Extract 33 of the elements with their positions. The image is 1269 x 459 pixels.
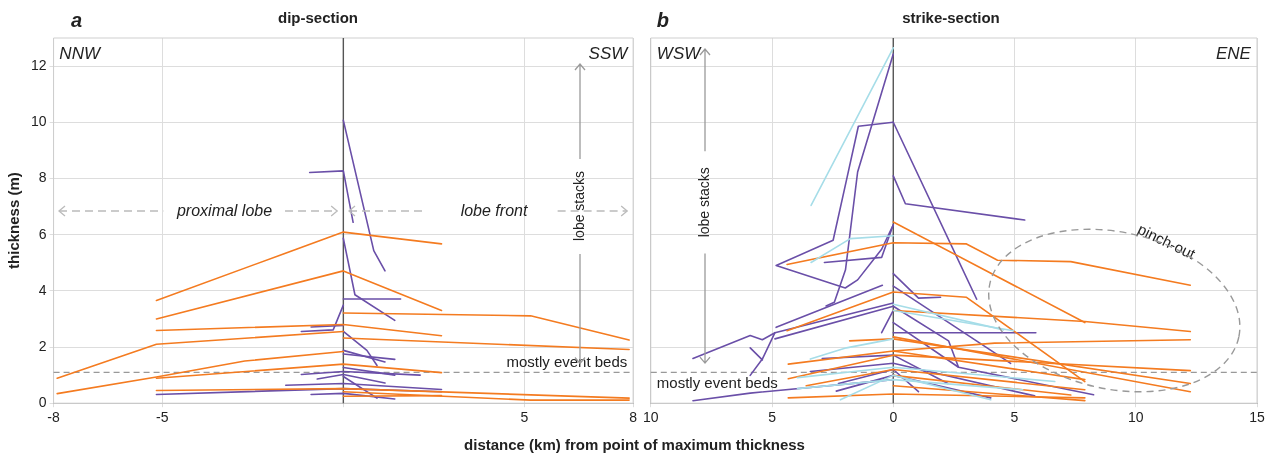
y-tick-label: 8 xyxy=(38,169,47,186)
annotation: lobe stacks xyxy=(570,170,587,242)
annotation: ENE xyxy=(1215,44,1252,64)
x-tick-label: 15 xyxy=(1249,409,1265,426)
x-tick-label: 5 xyxy=(1010,409,1019,426)
annotation: WSW xyxy=(656,44,703,64)
annotation: SSW xyxy=(588,44,630,64)
x-tick-label: 0 xyxy=(889,409,898,426)
annotation: proximal lobe xyxy=(175,201,273,219)
x-tick-label: 8 xyxy=(629,409,638,426)
y-tick-label: 4 xyxy=(38,281,47,298)
y-tick-label: 10 xyxy=(30,113,47,130)
ref-line-label: mostly event beds xyxy=(656,374,778,392)
x-axis-title: distance (km) from point of maximum thickness xyxy=(463,436,806,453)
x-tick-label: -5 xyxy=(156,409,169,426)
x-tick-label: 5 xyxy=(520,409,529,426)
y-axis-title: thickness (m) xyxy=(5,172,23,269)
annotation: lobe front xyxy=(460,201,528,219)
chart-title: strike-section xyxy=(902,9,1000,27)
text: b xyxy=(656,9,670,32)
x-tick-label: 10 xyxy=(643,409,659,426)
y-tick-label: 0 xyxy=(38,394,47,411)
ref-line-label: mostly event beds xyxy=(506,353,628,371)
text: a xyxy=(70,9,83,32)
annotation: lobe stacks xyxy=(696,167,713,238)
y-tick-label: 6 xyxy=(38,225,47,242)
x-tick-label: 10 xyxy=(1127,409,1144,426)
annotation: NNW xyxy=(59,44,102,64)
y-tick-label: 12 xyxy=(30,56,47,73)
x-tick-label: -8 xyxy=(47,409,61,426)
x-tick-label: 5 xyxy=(768,409,777,426)
chart-title: dip-section xyxy=(277,9,359,27)
y-tick-label: 2 xyxy=(38,337,47,354)
